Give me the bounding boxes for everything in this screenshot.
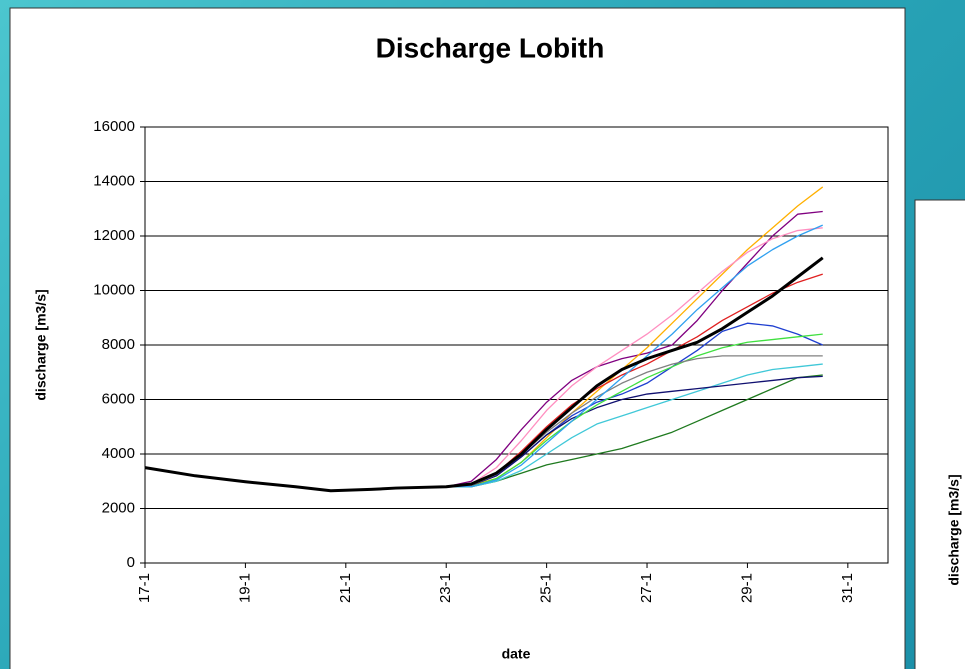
plot-frame bbox=[144, 126, 889, 564]
partial-panel bbox=[914, 199, 965, 669]
y-tick-label: 12000 bbox=[93, 227, 135, 244]
x-tick-label: 21-1 bbox=[337, 573, 354, 603]
y-tick-label: 6000 bbox=[102, 390, 135, 407]
x-axis-label: date bbox=[502, 646, 531, 662]
x-tick-label: 27-1 bbox=[638, 573, 655, 603]
x-tick-label: 19-1 bbox=[236, 573, 253, 603]
x-tick-label: 29-1 bbox=[738, 573, 755, 603]
y-tick-label: 14000 bbox=[93, 172, 135, 189]
y-tick-label: 4000 bbox=[102, 445, 135, 462]
y-tick-label: 10000 bbox=[93, 281, 135, 298]
y-tick-label: 8000 bbox=[102, 336, 135, 353]
y-axis-label: discharge [m3/s] bbox=[33, 289, 49, 400]
series-line bbox=[144, 256, 824, 493]
x-tick-label: 23-1 bbox=[437, 573, 454, 603]
chart-panel bbox=[9, 7, 906, 669]
x-tick-label: 25-1 bbox=[538, 573, 555, 603]
y-tick-label: 0 bbox=[127, 554, 135, 571]
x-tick-label: 31-1 bbox=[839, 573, 856, 603]
y-tick-label: 16000 bbox=[93, 118, 135, 135]
y-tick-label: 2000 bbox=[102, 499, 135, 516]
partial-y-label: discharge [m3/s] bbox=[946, 474, 962, 585]
chart-title: Discharge Lobith bbox=[376, 32, 605, 63]
x-tick-label: 17-1 bbox=[136, 573, 153, 603]
